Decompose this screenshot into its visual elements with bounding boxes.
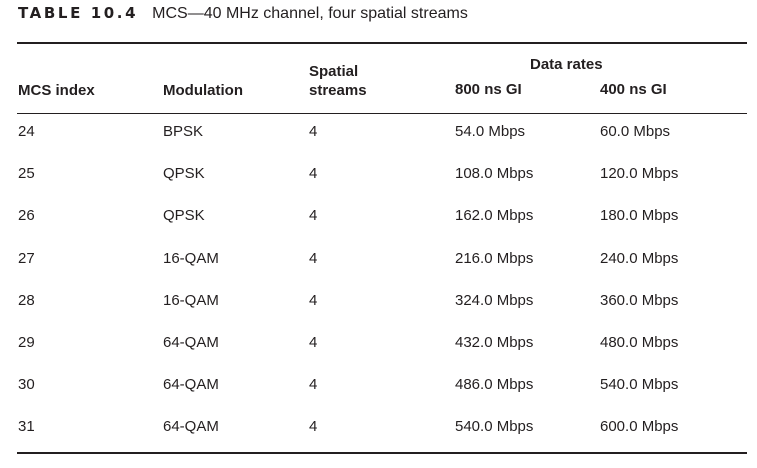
table-title: MCS—40 MHz channel, four spatial streams [152,5,468,22]
cell-modulation: 16-QAM [163,291,219,309]
header-mcs-index: MCS index [18,82,95,99]
table-number: TABLE 10.4 [18,4,139,22]
cell-modulation: QPSK [163,207,205,225]
cell-modulation: BPSK [163,123,204,140]
header-800ns-gi: 800 ns GI [455,81,522,98]
cell-rate-800ns: 432.0 Mbps [455,334,534,351]
cell-modulation: QPSK [163,165,205,183]
cell-mcs-index: 28 [18,291,35,309]
header-spatial-line2: streams [309,82,367,99]
cell-rate-800ns: 162.0 Mbps [455,207,534,225]
cell-rate-400ns: 180.0 Mbps [600,207,679,225]
cell-rate-800ns: 108.0 Mbps [455,165,534,183]
cell-rate-400ns: 600.0 Mbps [600,418,679,436]
cell-spatial-streams: 4 [309,376,318,394]
cell-rate-800ns: 324.0 Mbps [455,291,534,309]
top-rule [17,42,747,44]
cell-mcs-index: 25 [18,165,35,183]
header-data-rates: Data rates [530,56,603,73]
header-400ns-gi: 400 ns GI [600,81,667,98]
cell-rate-400ns: 360.0 Mbps [600,291,679,309]
cell-spatial-streams: 4 [309,334,318,351]
cell-rate-400ns: 480.0 Mbps [600,334,679,351]
cell-mcs-index: 24 [18,123,35,140]
cell-rate-800ns: 54.0 Mbps [455,123,526,140]
cell-modulation: 64-QAM [163,334,219,351]
cell-mcs-index: 27 [18,249,35,267]
cell-mcs-index: 30 [18,376,35,394]
cell-rate-400ns: 60.0 Mbps [600,123,671,140]
cell-modulation: 64-QAM [163,376,219,394]
cell-rate-400ns: 120.0 Mbps [600,165,679,183]
cell-spatial-streams: 4 [309,249,318,267]
cell-spatial-streams: 4 [309,123,318,140]
cell-rate-800ns: 540.0 Mbps [455,418,534,436]
cell-spatial-streams: 4 [309,291,318,309]
cell-modulation: 16-QAM [163,249,219,267]
cell-mcs-index: 31 [18,418,35,436]
header-modulation: Modulation [163,82,243,99]
table-caption: TABLE 10.4 MCS—40 MHz channel, four spat… [18,4,468,26]
cell-rate-800ns: 216.0 Mbps [455,249,534,267]
cell-spatial-streams: 4 [309,418,318,436]
bottom-rule [17,452,747,454]
cell-rate-400ns: 540.0 Mbps [600,376,679,394]
cell-spatial-streams: 4 [309,165,318,183]
cell-modulation: 64-QAM [163,418,219,436]
cell-mcs-index: 29 [18,334,35,351]
cell-rate-800ns: 486.0 Mbps [455,376,534,394]
header-spatial-line1: Spatial [309,63,359,80]
cell-rate-400ns: 240.0 Mbps [600,249,679,267]
cell-spatial-streams: 4 [309,207,318,225]
cell-mcs-index: 26 [18,207,35,225]
header-rule [17,113,747,114]
